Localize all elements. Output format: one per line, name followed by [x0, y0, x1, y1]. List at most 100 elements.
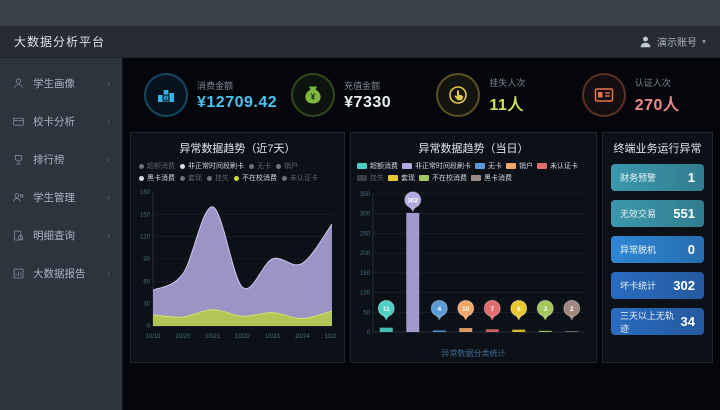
svg-text:150: 150: [140, 212, 151, 218]
stat-label: 异常脱机: [620, 245, 657, 255]
legend-label: 未认证卡: [550, 163, 578, 170]
sidebar-item-2[interactable]: 校卡分析 ›: [0, 102, 122, 140]
legend-swatch-icon: [506, 163, 516, 169]
svg-text:10/19: 10/19: [145, 334, 161, 340]
sidebar-item-label: 学生画像: [33, 77, 75, 90]
sidebar-item-4[interactable]: 学生管理 ›: [0, 178, 122, 216]
sidebar-item-label: 大数据报告: [33, 267, 86, 280]
terminal-stat-2[interactable]: 无效交易 551: [611, 200, 704, 227]
legend-label: 黑卡消费: [147, 175, 175, 182]
legend-item-today-8[interactable]: 不在校消费: [419, 173, 467, 183]
legend-item-today-4[interactable]: 销户: [506, 161, 533, 171]
terminal-stat-5[interactable]: 三天以上无轨迹 34: [611, 308, 704, 335]
svg-text:4: 4: [437, 306, 441, 313]
legend-item-7days-1[interactable]: 超额消费: [139, 161, 175, 171]
panel-title-terminal: 终端业务运行异常: [613, 143, 702, 155]
svg-text:2: 2: [570, 306, 574, 313]
legend-item-7days-3[interactable]: 无卡: [249, 161, 271, 171]
legend-swatch-icon: [357, 163, 367, 169]
svg-text:0: 0: [147, 324, 151, 330]
svg-text:120: 120: [140, 235, 151, 241]
stat-value: 34: [680, 314, 695, 329]
chevron-right-icon: ›: [107, 230, 110, 240]
legend-label: 非正常时间段刷卡: [415, 163, 471, 170]
svg-text:10/23: 10/23: [265, 334, 281, 340]
svg-text:250: 250: [360, 231, 371, 237]
sidebar-item-6[interactable]: 大数据报告 ›: [0, 254, 122, 292]
legend-item-7days-5[interactable]: 黑卡消费: [139, 173, 175, 183]
legend-item-today-6[interactable]: 挂失: [357, 173, 384, 183]
svg-text:0: 0: [367, 330, 371, 336]
chevron-right-icon: ›: [107, 268, 110, 278]
report-icon: [12, 267, 25, 280]
chart-footnote[interactable]: 异常数据分类统计: [441, 349, 506, 358]
legend-item-7days-9[interactable]: 未认证卡: [282, 173, 318, 183]
user-menu[interactable]: 演示账号 ▾: [639, 34, 706, 49]
id-card-icon: [581, 73, 626, 117]
svg-text:7: 7: [490, 306, 494, 313]
legend-item-today-3[interactable]: 无卡: [475, 161, 502, 171]
stat-value: 551: [673, 206, 695, 221]
kpi-value: ¥7330: [344, 93, 392, 111]
svg-text:10/24: 10/24: [295, 334, 311, 340]
legend-label: 超额消费: [147, 163, 175, 170]
area-chart-7days: 0 30 60 90 120 150 180 10/19 10/20 10/21 10/22 10/2…: [140, 190, 340, 340]
sidebar: 学生画像 › 校卡分析 › 排行榜 › 学生管理 › 明细查询 › 大数据报告 ›: [0, 58, 122, 410]
legend-dot-icon: [249, 163, 254, 169]
legend-label: 超额消费: [370, 163, 398, 170]
terminal-stat-3[interactable]: 异常脱机 0: [611, 236, 704, 263]
legend-label: 不在校消费: [432, 175, 467, 182]
chevron-right-icon: ›: [107, 116, 110, 126]
chevron-right-icon: ›: [107, 154, 110, 164]
svg-text:150: 150: [360, 271, 371, 277]
svg-text:11: 11: [383, 306, 390, 313]
legend-label: 套现: [401, 175, 415, 182]
user-icon: [639, 35, 652, 48]
legend-item-7days-2[interactable]: 非正常时间段刷卡: [180, 161, 244, 171]
panel-title-7days: 异常数据趋势（近7天）: [179, 143, 296, 155]
legend-item-7days-6[interactable]: 套现: [180, 173, 202, 183]
terminal-stat-list: 财务预警 1 无效交易 551 异常脱机 0 坏卡统计 302 三天以上无轨迹 34: [603, 160, 712, 348]
svg-text:10/25: 10/25: [324, 334, 336, 340]
dashboard-main: ¥ 消费金额 ¥12709.42 ¥ 充值金额 ¥7330 挂失人次 11人 认证人次 270人 …: [122, 58, 720, 410]
legend-item-7days-4[interactable]: 销户: [276, 161, 298, 171]
sidebar-item-label: 学生管理: [33, 191, 75, 204]
ranking-icon: [12, 153, 25, 166]
sidebar-item-1[interactable]: 学生画像 ›: [0, 64, 122, 102]
svg-text:350: 350: [360, 192, 371, 198]
legend-swatch-icon: [402, 163, 412, 169]
kpi-value: 11人: [489, 96, 524, 114]
chevron-right-icon: ›: [107, 192, 110, 202]
terminal-stat-1[interactable]: 财务预警 1: [611, 164, 704, 191]
sidebar-item-3[interactable]: 排行榜 ›: [0, 140, 122, 178]
legend-dot-icon: [276, 163, 281, 169]
student-profile-icon: [12, 77, 25, 90]
detail-query-icon: [12, 229, 25, 242]
legend-item-today-5[interactable]: 未认证卡: [537, 161, 578, 171]
legend-item-7days-7[interactable]: 挂失: [207, 173, 229, 183]
chevron-down-icon: ▾: [701, 37, 706, 46]
svg-text:30: 30: [143, 302, 150, 308]
kpi-card-1: ¥ 消费金额 ¥12709.42: [130, 65, 277, 125]
coins-icon: ¥: [144, 73, 188, 117]
kpi-card-2: ¥ 充值金额 ¥7330: [277, 65, 422, 125]
legend-dot-icon: [180, 175, 185, 181]
legend-item-today-2[interactable]: 非正常时间段刷卡: [402, 161, 471, 171]
legend-item-7days-8[interactable]: 不在校消费: [234, 173, 277, 183]
svg-text:¥: ¥: [311, 93, 316, 102]
svg-text:180: 180: [140, 190, 151, 196]
svg-text:3: 3: [543, 306, 547, 313]
legend-dot-icon: [207, 175, 212, 181]
legend-swatch-icon: [475, 163, 485, 169]
sidebar-item-5[interactable]: 明细查询 ›: [0, 216, 122, 254]
legend-item-today-7[interactable]: 套现: [388, 173, 415, 183]
legend-item-today-1[interactable]: 超额消费: [357, 161, 398, 171]
sidebar-item-label: 明细查询: [33, 229, 75, 242]
legend-item-today-9[interactable]: 黑卡消费: [471, 173, 512, 183]
legend-7days: 超额消费 非正常时间段刷卡 无卡 销户黑卡消费 套现 挂失 不在校消费 未认证卡: [131, 160, 344, 184]
terminal-stat-4[interactable]: 坏卡统计 302: [611, 272, 704, 299]
legend-dot-icon: [234, 175, 239, 181]
legend-swatch-icon: [537, 163, 547, 169]
legend-dot-icon: [282, 175, 287, 181]
app-title: 大数据分析平台: [14, 35, 106, 49]
